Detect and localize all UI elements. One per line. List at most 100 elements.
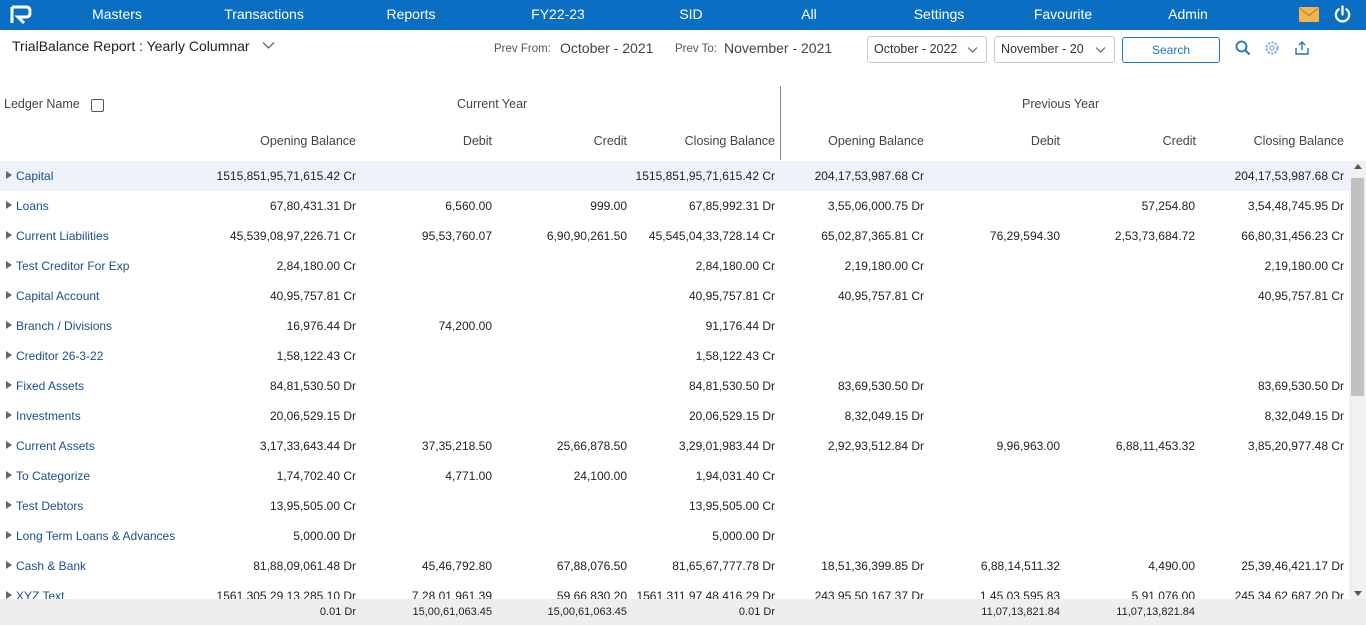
ledger-name[interactable]: Current Liabilities [16, 229, 109, 243]
expand-arrow-icon[interactable] [6, 411, 12, 419]
search-icon[interactable] [1235, 40, 1251, 56]
expand-arrow-icon[interactable] [6, 351, 12, 359]
table-row[interactable]: Investments 20,06,529.15 Dr 20,06,529.15… [0, 401, 1349, 431]
expand-arrow-icon[interactable] [6, 591, 12, 599]
app-logo-icon[interactable] [10, 5, 32, 25]
column-header[interactable]: Closing Balance [684, 134, 775, 148]
search-button[interactable]: Search [1122, 37, 1220, 63]
table-cell: 6,88,11,453.32 [1115, 439, 1195, 453]
table-row[interactable]: Long Term Loans & Advances 5,000.00 Dr 5… [0, 521, 1349, 551]
previous-year-header: Previous Year [1022, 97, 1100, 111]
table-cell: 5,000.00 Dr [712, 529, 775, 543]
ledger-name[interactable]: Branch / Divisions [16, 319, 113, 333]
ledger-name[interactable]: To Categorize [16, 469, 91, 483]
ledger-name[interactable]: XYZ Text [16, 589, 65, 599]
select-all-checkbox[interactable] [91, 99, 104, 112]
nav-all[interactable]: All [801, 6, 817, 22]
table-row[interactable]: Loans 67,80,431.31 Dr 6,560.00 999.00 67… [0, 191, 1349, 221]
table-cell: 2,19,180.00 Cr [844, 259, 924, 273]
table-cell: 9,96,963.00 [996, 439, 1060, 453]
ledger-name[interactable]: Capital [16, 169, 54, 183]
nav-financial-year[interactable]: FY22-23 [531, 6, 585, 22]
ledger-name[interactable]: Current Assets [16, 439, 95, 453]
table-cell: 40,95,757.81 Cr [269, 289, 356, 303]
nav-masters[interactable]: Masters [92, 6, 142, 22]
nav-favourite[interactable]: Favourite [1033, 6, 1093, 22]
table-cell: 3,85,20,977.48 Cr [1247, 439, 1344, 453]
expand-arrow-icon[interactable] [6, 171, 12, 179]
expand-arrow-icon[interactable] [6, 561, 12, 569]
gear-icon[interactable] [1264, 40, 1280, 56]
vertical-scrollbar[interactable] [1349, 161, 1366, 599]
nav-reports[interactable]: Reports [386, 6, 436, 22]
nav-sid[interactable]: SID [679, 6, 703, 22]
expand-arrow-icon[interactable] [6, 261, 12, 269]
table-row[interactable]: Current Assets 3,17,33,643.44 Dr 37,35,2… [0, 431, 1349, 461]
scroll-down-icon[interactable] [1354, 591, 1362, 596]
table-row[interactable]: Test Creditor For Exp 2,84,180.00 Cr 2,8… [0, 251, 1349, 281]
table-row[interactable]: Current Liabilities 45,539,08,97,226.71 … [0, 221, 1349, 251]
table-cell: 5,91,076.00 [1131, 589, 1195, 599]
table-cell: 3,29,01,983.44 Dr [678, 439, 775, 453]
chevron-down-icon [967, 46, 978, 54]
ledger-name[interactable]: Creditor 26-3-22 [16, 349, 104, 363]
table-row[interactable]: Test Debtors 13,95,505.00 Cr 13,95,505.0… [0, 491, 1349, 521]
nav-settings[interactable]: Settings [913, 6, 965, 22]
scroll-up-icon[interactable] [1354, 164, 1362, 169]
chevron-down-icon[interactable] [262, 41, 275, 50]
expand-arrow-icon[interactable] [6, 381, 12, 389]
table-row[interactable]: To Categorize 1,74,702.40 Cr 4,771.00 24… [0, 461, 1349, 491]
table-row[interactable]: Capital 1515,851,95,71,615.42 Cr 1515,85… [0, 161, 1349, 191]
nav-admin[interactable]: Admin [1168, 6, 1208, 22]
expand-arrow-icon[interactable] [6, 321, 12, 329]
table-row[interactable]: XYZ Text 1561,305,29,13,285.10 Dr 7,28,0… [0, 581, 1349, 599]
column-header[interactable]: Debit [1030, 134, 1060, 148]
report-title[interactable]: TrialBalance Report : Yearly Columnar [12, 38, 250, 54]
table-row[interactable]: Fixed Assets 84,81,530.50 Dr 84,81,530.5… [0, 371, 1349, 401]
nav-transactions[interactable]: Transactions [224, 6, 304, 22]
ledger-name[interactable]: Fixed Assets [16, 379, 85, 393]
ledger-name[interactable]: Capital Account [16, 289, 100, 303]
ledger-name[interactable]: Loans [16, 199, 49, 213]
total-cell: 15,00,61,063.45 [412, 606, 492, 618]
column-header[interactable]: Closing Balance [1253, 134, 1344, 148]
expand-arrow-icon[interactable] [6, 501, 12, 509]
table-cell: 1,74,702.40 Cr [276, 469, 356, 483]
column-header[interactable]: Opening Balance [260, 134, 356, 148]
table-cell: 74,200.00 [438, 319, 492, 333]
expand-arrow-icon[interactable] [6, 471, 12, 479]
table-cell: 204,17,53,987.68 Cr [1234, 169, 1344, 183]
table-cell: 6,88,14,511.32 [980, 559, 1060, 573]
table-cell: 1,58,122.43 Cr [276, 349, 356, 363]
expand-arrow-icon[interactable] [6, 291, 12, 299]
table-cell: 37,35,218.50 [421, 439, 492, 453]
table-row[interactable]: Creditor 26-3-22 1,58,122.43 Cr 1,58,122… [0, 341, 1349, 371]
power-icon[interactable] [1333, 5, 1352, 24]
ledger-name[interactable]: Test Creditor For Exp [16, 259, 130, 273]
ledger-name[interactable]: Long Term Loans & Advances [16, 529, 176, 543]
mail-icon[interactable] [1299, 7, 1319, 22]
table-cell: 1515,851,95,71,615.42 Cr [216, 169, 356, 183]
table-row[interactable]: Branch / Divisions 16,976.44 Dr 74,200.0… [0, 311, 1349, 341]
table-cell: 45,545,04,33,728.14 Cr [648, 229, 775, 243]
table-cell: 1561,305,29,13,285.10 Dr [216, 589, 356, 599]
table-row[interactable]: Cash & Bank 81,88,09,061.48 Dr 45,46,792… [0, 551, 1349, 581]
table-row[interactable]: Capital Account 40,95,757.81 Cr 40,95,75… [0, 281, 1349, 311]
expand-arrow-icon[interactable] [6, 531, 12, 539]
column-header[interactable]: Opening Balance [828, 134, 924, 148]
column-header[interactable]: Credit [1162, 134, 1196, 148]
scrollbar-thumb[interactable] [1351, 178, 1364, 396]
ledger-name[interactable]: Cash & Bank [16, 559, 87, 573]
ledger-name[interactable]: Investments [16, 409, 81, 423]
to-month-select[interactable]: November - 20 [994, 36, 1115, 63]
column-header[interactable]: Debit [462, 134, 492, 148]
expand-arrow-icon[interactable] [6, 231, 12, 239]
export-icon[interactable] [1294, 40, 1310, 56]
from-month-select[interactable]: October - 2022 [867, 36, 987, 63]
column-header[interactable]: Credit [593, 134, 627, 148]
expand-arrow-icon[interactable] [6, 201, 12, 209]
expand-arrow-icon[interactable] [6, 441, 12, 449]
table-cell: 2,84,180.00 Cr [276, 259, 356, 273]
ledger-name[interactable]: Test Debtors [16, 499, 84, 513]
table-cell: 67,88,076.50 [556, 559, 627, 573]
